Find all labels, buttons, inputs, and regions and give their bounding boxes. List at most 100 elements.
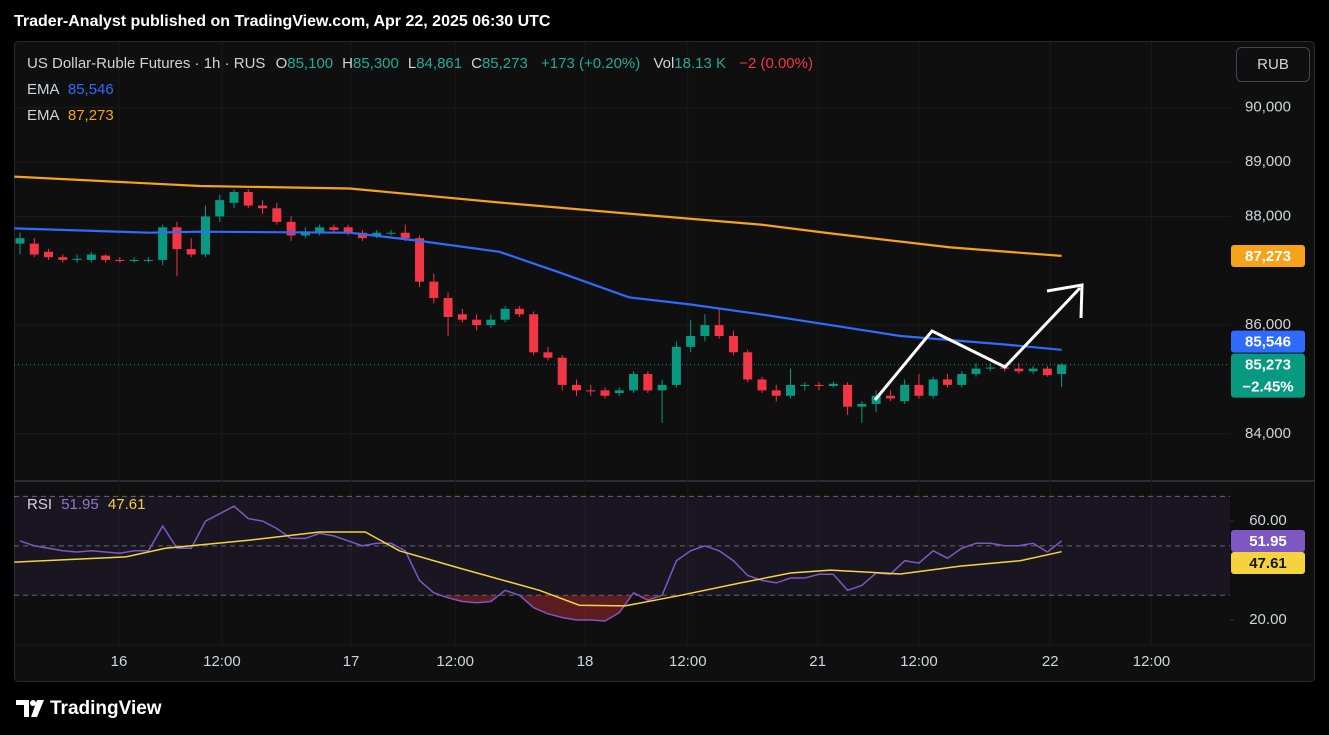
candle-body	[671, 346, 681, 385]
candle-body	[386, 232, 396, 234]
candle-body	[443, 297, 453, 317]
x-tick-label: 12:00	[203, 653, 241, 670]
candle-body	[315, 227, 325, 233]
candle-body	[900, 384, 910, 402]
candle-body	[957, 374, 967, 385]
price-badge-label: 85,546	[1245, 334, 1291, 351]
y-tick-label: 90,000	[1245, 99, 1291, 116]
candle-body	[472, 319, 482, 326]
candle-body	[229, 191, 239, 203]
ema-value: 85,546	[67, 81, 114, 98]
ema-name: EMA	[27, 81, 59, 98]
candle-body	[614, 390, 624, 394]
arrow-head	[1046, 283, 1084, 319]
logo-dot	[30, 700, 36, 706]
candle-body	[286, 221, 296, 236]
price-badge-label: 87,273	[1245, 248, 1291, 265]
candle-body	[714, 325, 724, 336]
candle-body	[186, 249, 196, 255]
candle-body	[529, 314, 539, 353]
candle-body	[686, 335, 696, 347]
ohlc-label: C	[471, 55, 482, 72]
candle-body	[942, 379, 952, 385]
ohlc-value: 84,861	[416, 55, 463, 72]
price-badge-sub: −2.45%	[1242, 379, 1293, 396]
candle-body	[757, 379, 767, 391]
candle-body	[514, 308, 524, 315]
ema-name: EMA	[27, 107, 59, 124]
candle-body	[786, 384, 796, 396]
x-tick-label: 12:00	[900, 653, 938, 670]
candle-body	[1057, 364, 1067, 375]
logo-mark	[16, 700, 29, 717]
candle-body	[586, 390, 596, 392]
currency-button[interactable]	[1236, 47, 1310, 82]
candle-body	[58, 257, 68, 260]
drawn-arrow	[873, 286, 1082, 401]
x-tick-label: 18	[577, 653, 594, 670]
candle-body	[857, 403, 867, 407]
candle-body	[86, 254, 96, 260]
candle-body	[543, 352, 553, 358]
candle-body	[885, 395, 895, 399]
candle-body	[700, 325, 710, 336]
candle-body	[1014, 368, 1024, 372]
price-badge-label: 47.61	[1249, 555, 1287, 572]
candle-body	[743, 352, 753, 380]
candle-body	[928, 379, 938, 396]
change: +173 (+0.20%)	[541, 55, 641, 72]
candle-body	[429, 281, 439, 298]
candle-body	[600, 390, 610, 396]
x-tick-label: 17	[343, 653, 360, 670]
candle-body	[158, 227, 168, 260]
brand: TradingView	[50, 698, 162, 719]
candle-body	[129, 259, 139, 261]
candle-body	[557, 357, 567, 385]
candle-body	[400, 232, 410, 239]
price-badge	[1231, 551, 1305, 574]
x-tick-label: 16	[111, 653, 128, 670]
candle-body	[971, 368, 981, 375]
candle-body	[15, 238, 25, 244]
price-badge	[1231, 529, 1305, 552]
volume-change: −2 (0.00%)	[739, 55, 813, 72]
y-tick-label: 20.00	[1249, 611, 1287, 628]
candle-body	[44, 251, 54, 258]
rsi-ma-line	[14, 531, 1062, 607]
symbol-title: US Dollar-Ruble Futures · 1h · RUS	[27, 55, 266, 72]
ema-legend: EMA 87,273	[27, 107, 114, 124]
ohlc-label: L	[407, 55, 417, 72]
candle-body	[343, 227, 353, 233]
candle-body	[1028, 368, 1038, 372]
ohlc-value: 85,300	[352, 55, 399, 72]
candle-body	[101, 255, 111, 260]
candle-body	[72, 258, 82, 260]
publisher: Trader-Analyst published on TradingView.…	[14, 13, 551, 30]
price-badge	[1231, 244, 1305, 267]
candle-body	[372, 232, 382, 236]
ohlc: O85,100 H85,300 L84,861 C85,273	[270, 55, 528, 72]
candle-body	[272, 208, 282, 222]
volume-label: Vol	[653, 55, 675, 72]
candle-body	[258, 205, 268, 209]
axes: 84,000 86,000 88,000 89,000 90,000 16 12:00 17 1…	[111, 99, 1305, 670]
rsi-title: RSI	[27, 496, 53, 513]
ema-line	[14, 227, 1062, 351]
candle-body	[457, 314, 467, 320]
candle-body	[500, 308, 510, 320]
currency-label[interactable]: RUB	[1257, 56, 1289, 73]
ema-value: 87,273	[67, 107, 114, 124]
y-tick-label: 88,000	[1245, 207, 1291, 224]
grid	[14, 42, 1234, 645]
candle-body	[800, 384, 810, 386]
x-tick-label: 21	[809, 653, 826, 670]
candle-body	[643, 374, 653, 391]
y-tick-label: 89,000	[1245, 153, 1291, 170]
candle-body	[843, 384, 853, 407]
y-tick-label: 86,000	[1245, 316, 1291, 333]
candle-body	[357, 232, 367, 239]
volume: 18.13 K	[674, 55, 727, 72]
candle-body	[728, 335, 738, 353]
